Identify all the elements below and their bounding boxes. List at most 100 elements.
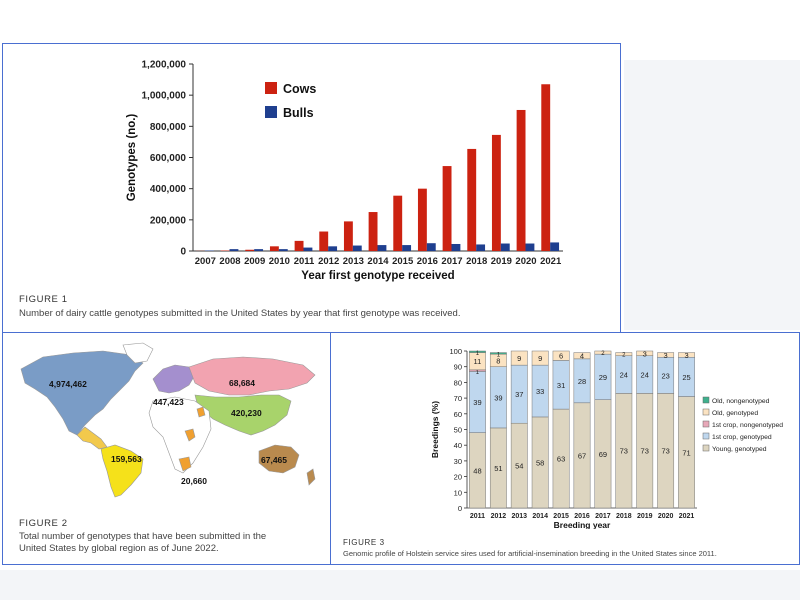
data-label: 1 (497, 353, 501, 359)
australia-region (258, 444, 300, 474)
bar-cows-2009 (245, 249, 255, 251)
y-tick-label: 100 (449, 347, 462, 356)
legend-swatch (702, 396, 710, 404)
north-america-count: 4,974,462 (49, 379, 87, 389)
segment-4-2012 (489, 352, 507, 355)
x-axis-title: Year first genotype received (301, 270, 454, 282)
y-tick-label: 1,000,000 (142, 91, 187, 102)
y-tick-label: 30 (454, 457, 462, 466)
middle-east-highlight (196, 406, 206, 418)
x-tick-label: 2020 (658, 513, 674, 520)
figure-2-label: FIGURE 2 (19, 518, 68, 529)
bar-bulls-2016 (426, 243, 436, 251)
russia-asia-region (188, 356, 316, 396)
figure-3-caption: Genomic profile of Holstein service sire… (343, 549, 717, 558)
africa-count: 20,660 (181, 476, 207, 486)
x-tick-label: 2020 (515, 256, 536, 267)
bar-cows-2010 (269, 246, 279, 251)
data-label: 8 (496, 356, 500, 365)
bar-bulls-2020 (525, 243, 535, 251)
y-tick-label: 0 (180, 247, 186, 258)
data-label: 39 (473, 398, 481, 407)
data-label: 1 (476, 351, 480, 357)
data-label: 25 (682, 373, 690, 382)
segment-3-2014 (531, 350, 549, 366)
bar-bulls-2008 (229, 249, 239, 251)
x-tick-label: 2017 (595, 513, 611, 520)
bar-bulls-2018 (476, 244, 486, 251)
figure-1-panel: 0 200,000 400,000 600,000 800,000 1,000,000 1,… (2, 43, 621, 333)
x-tick-label: 2019 (637, 513, 653, 520)
north-america-region (20, 350, 144, 436)
y-tick-label: 800,000 (150, 122, 187, 133)
y-tick-label: 600,000 (150, 153, 187, 164)
x-tick-label: 2021 (540, 256, 562, 267)
x-tick-label: 2008 (219, 256, 240, 267)
data-label: 73 (620, 447, 628, 456)
x-axis-title: Breeding year (554, 520, 611, 529)
bar-cows-2021 (541, 84, 551, 251)
background-shade-right (624, 60, 800, 330)
x-tick-label: 2013 (343, 256, 364, 267)
y-tick-label: 40 (454, 441, 462, 450)
x-tick-label: 2018 (466, 256, 487, 267)
segment-4-2011 (469, 350, 486, 353)
data-label: 54 (515, 462, 523, 471)
figure-1-caption: Number of dairy cattle genotypes submitt… (19, 308, 461, 319)
bar-bulls-2013 (352, 245, 362, 251)
y-tick-label: 10 (454, 488, 462, 497)
legend-swatch-bulls (265, 106, 277, 118)
bar-cows-2011 (294, 240, 304, 251)
bar-cows-2013 (343, 221, 353, 251)
data-label: 28 (578, 377, 586, 386)
segment-3-2020 (657, 352, 675, 358)
segment-3-2021 (678, 352, 695, 358)
bar-cows-2016 (417, 188, 427, 251)
legend-swatch (702, 432, 710, 440)
data-label: 51 (494, 464, 502, 473)
y-tick-label: 70 (454, 394, 462, 403)
data-label: 29 (599, 373, 607, 382)
x-tick-label: 2011 (294, 256, 315, 267)
bar-cows-2018 (467, 148, 477, 251)
data-label: 71 (682, 448, 690, 457)
x-tick-label: 2014 (367, 256, 389, 267)
europe-count: 447,423 (153, 397, 184, 407)
y-tick-label: 400,000 (150, 184, 187, 195)
bar-bulls-2015 (402, 245, 412, 251)
greenland-region (122, 342, 154, 364)
x-tick-label: 2012 (491, 513, 507, 520)
segment-3-2017 (594, 350, 612, 355)
data-label: 3 (643, 349, 647, 358)
data-label: 11 (474, 357, 482, 366)
figure-1-chart: 0 200,000 400,000 600,000 800,000 1,000,000 1,… (126, 60, 563, 282)
bar-cows-2019 (491, 134, 501, 251)
figure-2-panel: 4,974,462 447,423 68,684 420,230 159,563… (2, 332, 331, 565)
data-label: 4 (580, 352, 584, 361)
africa-highlight-south (178, 456, 192, 472)
data-label: 6 (559, 352, 563, 361)
figure-2-caption-line-1: Total number of genotypes that have been… (19, 531, 267, 542)
data-label: 73 (661, 447, 669, 456)
data-label: 1 (476, 370, 480, 376)
background-shade-bottom (0, 570, 800, 600)
data-label: 3 (664, 351, 668, 360)
segment-3-2018 (615, 352, 633, 356)
y-tick-label: 50 (454, 426, 462, 435)
russia-asia-count: 68,684 (229, 378, 255, 388)
x-tick-label: 2014 (532, 513, 548, 520)
bar-cows-2020 (516, 109, 526, 252)
x-tick-label: 2011 (470, 513, 485, 520)
bar-bulls-2021 (550, 242, 560, 251)
data-label: 58 (536, 458, 544, 467)
data-label: 69 (599, 450, 607, 459)
segment-3-2013 (510, 350, 528, 366)
y-tick-label: 60 (454, 410, 462, 419)
data-label: 23 (661, 371, 669, 380)
data-label: 67 (578, 451, 586, 460)
legend-label: 1st crop, genotyped (712, 434, 772, 441)
y-tick-label: 80 (454, 378, 462, 387)
legend-label: Old, nongenotyped (712, 398, 770, 405)
data-label: 37 (515, 390, 523, 399)
data-label: 9 (538, 354, 542, 363)
